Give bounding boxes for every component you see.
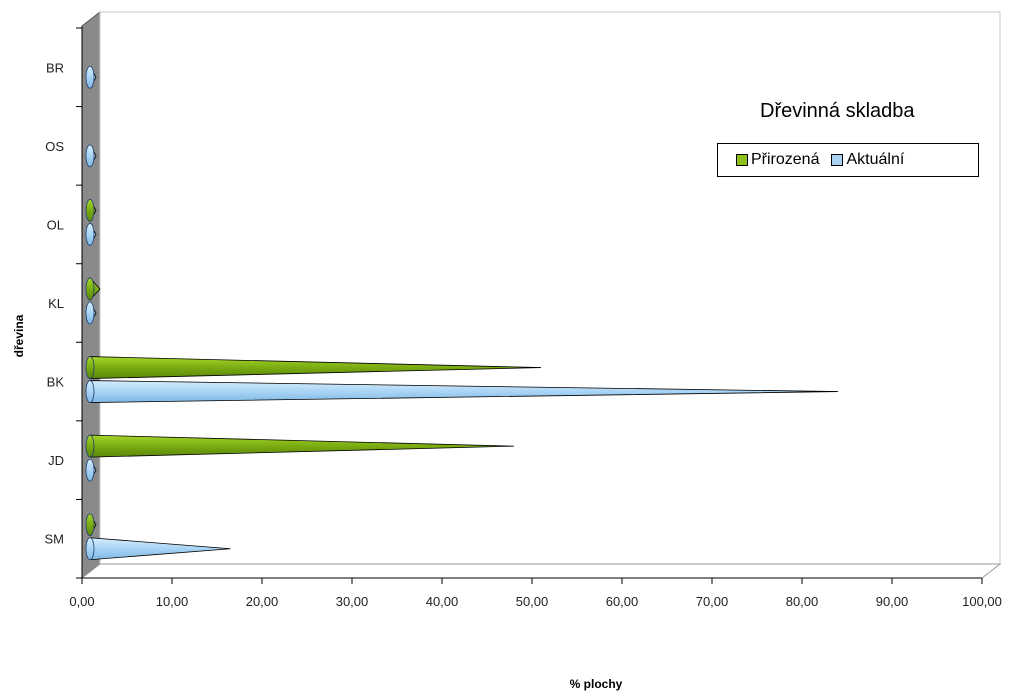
cone-aktuální-ol-base: [85, 223, 95, 246]
y-tick-label: KL: [48, 296, 64, 311]
x-tick-label: 100,00: [962, 594, 1002, 609]
x-tick-label: 20,00: [246, 594, 279, 609]
cone-aktuální-os-base: [85, 144, 95, 168]
cone-aktuální-sm-base: [85, 537, 95, 561]
x-tick-label: 90,00: [876, 594, 909, 609]
y-tick-label: OS: [45, 139, 64, 154]
cone-přirozená-sm-base: [85, 513, 95, 537]
cone-aktuální-bk-base: [85, 380, 95, 403]
cone-přirozená-kl-base: [85, 277, 95, 301]
bars-group: [85, 65, 839, 561]
x-tick-label: 60,00: [606, 594, 639, 609]
legend: Přirozená Aktuální: [717, 143, 979, 177]
x-tick-label: 40,00: [426, 594, 459, 609]
x-tick-label: 80,00: [786, 594, 819, 609]
cone-aktuální-jd-base: [85, 458, 95, 482]
y-tick-label: OL: [47, 217, 64, 232]
x-tick-label: 10,00: [156, 594, 189, 609]
x-tick-label: 70,00: [696, 594, 729, 609]
cone-aktuální-kl-base: [85, 301, 95, 325]
cone-přirozená-bk-base: [85, 356, 95, 379]
floor: [80, 563, 1002, 579]
y-tick-label: JD: [48, 453, 64, 468]
plot-frame: [80, 10, 1002, 580]
legend-label-prirozena: Přirozená: [751, 151, 820, 168]
x-tick-label: 50,00: [516, 594, 549, 609]
cone-přirozená-jd-base: [85, 434, 95, 458]
y-axis-title: dřevina: [12, 314, 26, 357]
y-tick-label: BR: [46, 60, 64, 75]
y-tick-label: SM: [45, 532, 65, 547]
y-axis: SM JD BK KL OL OS BR: [45, 27, 82, 579]
legend-item-aktualni: Aktuální: [831, 151, 904, 169]
legend-swatch-prirozena: [736, 154, 748, 166]
back-wall: [99, 11, 1001, 565]
legend-label-aktualni: Aktuální: [846, 151, 905, 168]
legend-swatch-aktualni: [831, 154, 844, 166]
legend-item-prirozena: Přirozená: [736, 151, 819, 169]
y-tick-label: BK: [47, 375, 65, 390]
x-tick-label: 30,00: [336, 594, 369, 609]
x-axis-title: % plochy: [570, 677, 623, 691]
x-tick-label: 0,00: [69, 594, 94, 609]
x-axis: 0,00 10,00 20,00 30,00 40,00 50,00 60,00 70,00 8…: [69, 578, 1002, 609]
cone-přirozená-ol-base: [85, 199, 95, 222]
cone-aktuální-br-base: [85, 65, 95, 89]
chart-title: Dřevinná skladba: [760, 100, 915, 122]
